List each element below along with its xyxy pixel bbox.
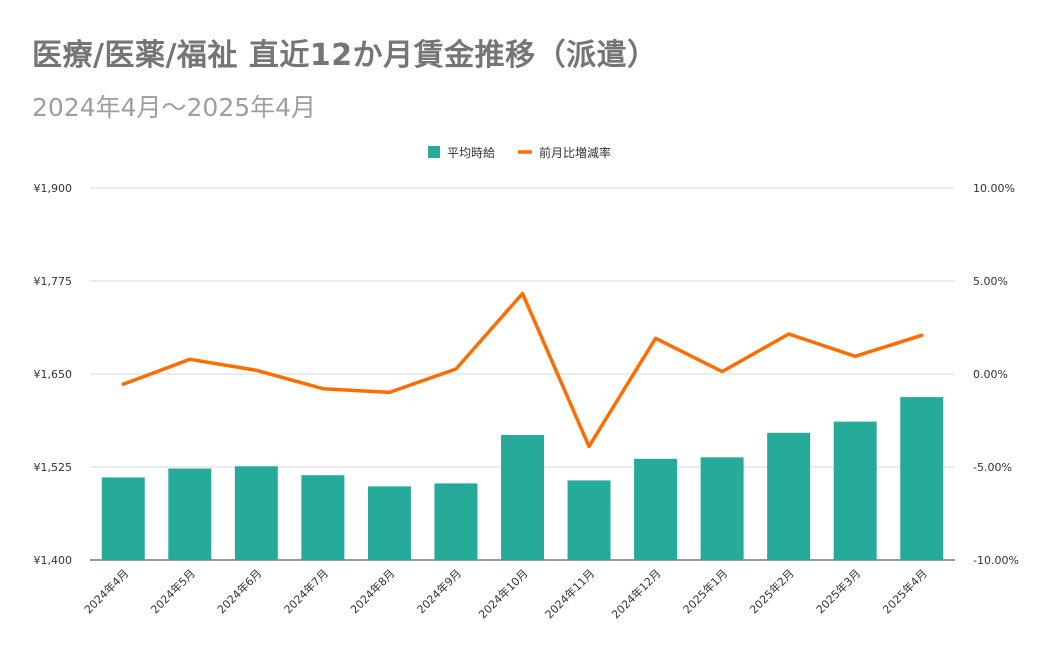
x-axis-tick-label: 2024年7月 [281,566,331,616]
bar [767,432,811,560]
x-axis-tick-label: 2024年11月 [542,566,597,621]
bar [234,466,278,560]
legend-label: 前月比増減率 [539,145,611,160]
bar [833,421,877,560]
left-axis-tick-label: ¥1,775 [34,275,73,288]
x-axis-tick-label: 2025年3月 [813,566,863,616]
right-axis-tick-label: 5.00% [973,275,1008,288]
line-series [121,291,924,449]
bar [434,483,478,560]
bar [700,457,744,560]
line-path [121,291,924,449]
x-axis-tick-label: 2024年6月 [214,566,264,616]
bar-series [101,397,944,560]
bar [101,477,145,560]
right-axis-tick-label: -10.00% [973,554,1019,567]
right-axis-ticks: -10.00% -5.00% 0.00% 5.00% 10.00% [973,182,1019,567]
right-axis-tick-label: -5.00% [973,461,1012,474]
left-axis-tick-label: ¥1,400 [34,554,73,567]
left-axis-tick-label: ¥1,525 [34,461,73,474]
x-axis-tick-label: 2024年10月 [475,566,530,621]
bar [900,397,944,560]
x-axis-ticks: 2024年4月 2024年5月 2024年6月 2024年7月 2024年8月 2024年… [81,566,930,621]
legend: 平均時給 前月比増減率 [428,145,611,160]
bar [301,475,345,560]
x-axis-tick-label: 2025年4月 [880,566,930,616]
x-axis-tick-label: 2024年4月 [81,566,131,616]
legend-swatch-bar [428,146,440,158]
right-axis-tick-label: 0.00% [973,368,1008,381]
bar [501,435,544,560]
x-axis-tick-label: 2024年8月 [347,566,397,616]
right-axis-tick-label: 10.00% [973,182,1015,195]
x-axis-tick-label: 2025年2月 [747,566,797,616]
bar [168,468,212,560]
x-axis-tick-label: 2024年5月 [148,566,198,616]
bar [367,486,411,560]
legend-label: 平均時給 [447,146,495,160]
chart-subtitle: 2024年4月～2025年4月 [32,93,317,122]
left-axis-tick-label: ¥1,900 [34,182,73,195]
x-axis-tick-label: 2025年1月 [680,566,730,616]
x-axis-tick-label: 2024年12月 [609,566,664,621]
chart-title: 医療/医薬/福祉 直近12か月賃金推移（派遣） [32,38,658,73]
x-axis-tick-label: 2024年9月 [414,566,464,616]
left-axis-ticks: ¥1,400 ¥1,525 ¥1,650 ¥1,775 ¥1,900 [34,182,73,567]
left-axis-tick-label: ¥1,650 [34,368,73,381]
bar [634,458,678,560]
bar [567,480,611,560]
